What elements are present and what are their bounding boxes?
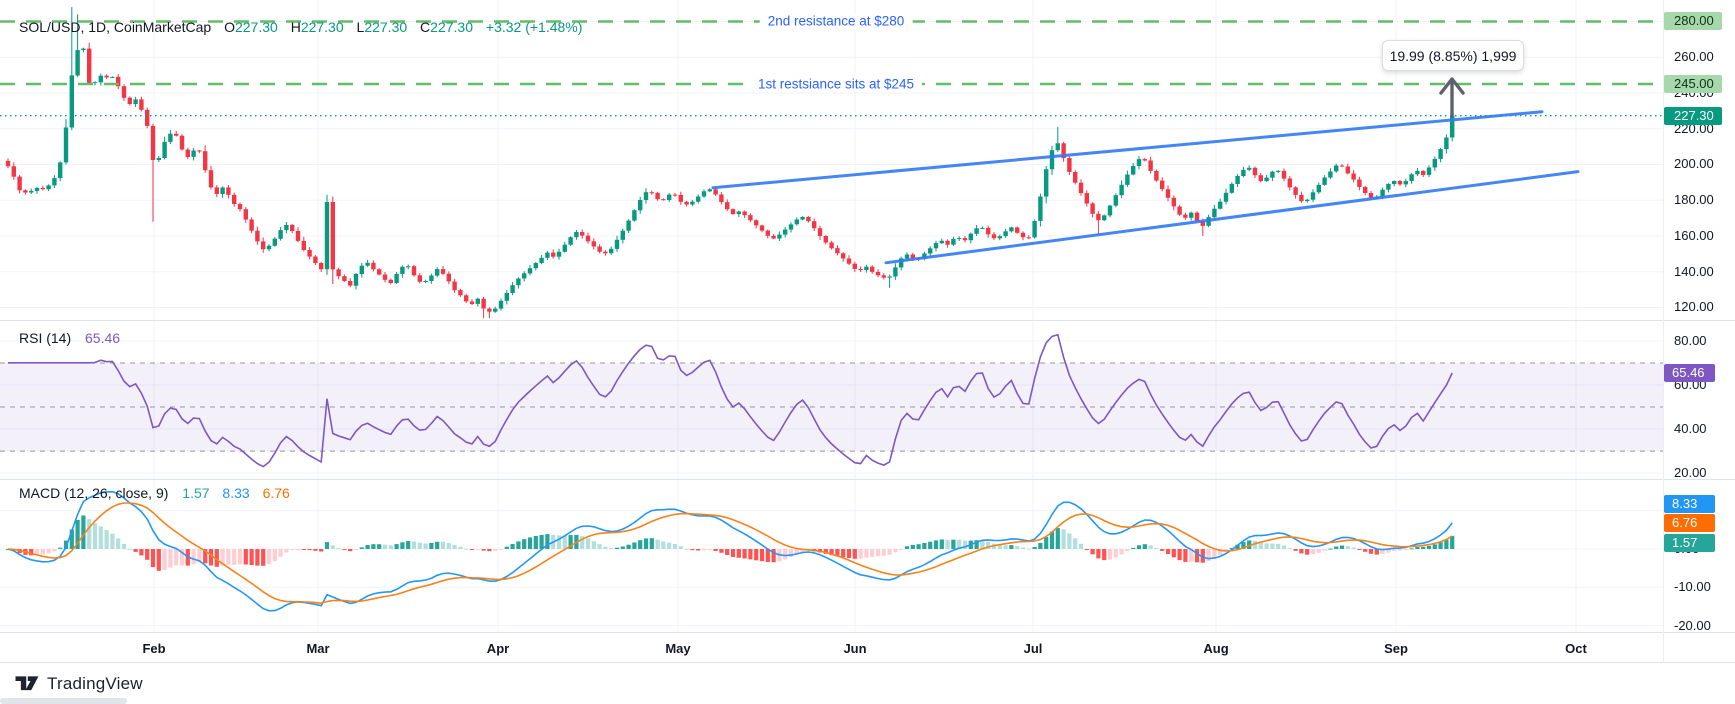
main-series-legend[interactable]: SOL/USD, 1D, CoinMarketCap O227.30 H227.…: [19, 19, 582, 35]
macd-tick-label: -10.00: [1674, 579, 1711, 595]
time-tick-feb: Feb: [142, 641, 166, 656]
time-tick-sep: Sep: [1384, 641, 1408, 656]
open-key: O: [224, 19, 235, 35]
rsi-tick-label: 80.00: [1674, 333, 1707, 349]
resistance-1-label[interactable]: 1st restsiance sits at $245: [749, 76, 923, 92]
price-tick-label: 140.00: [1674, 263, 1714, 279]
rsi-value: 65.46: [85, 330, 121, 346]
last-price-badge: 227.30: [1664, 106, 1722, 125]
price-change-tooltip[interactable]: 19.99 (8.85%) 1,999: [1382, 40, 1524, 71]
price-tick-label: 200.00: [1674, 156, 1714, 172]
change-value: +3.32 (+1.48%): [485, 19, 583, 35]
time-tick-mar: Mar: [306, 641, 330, 656]
macd-label[interactable]: MACD (12, 26, close, 9): [19, 485, 169, 501]
macd-hist-value: 1.57: [182, 485, 210, 501]
rsi-value-badge: 65.46: [1664, 364, 1715, 383]
macd-line-badge: 8.33: [1664, 495, 1715, 514]
price-tick-label: 120.00: [1674, 299, 1714, 315]
price-tick-label: 180.00: [1674, 192, 1714, 208]
resistance-price-badge: 245.00: [1664, 75, 1722, 94]
price-tick-label: 260.00: [1674, 49, 1714, 65]
high-key: H: [290, 19, 301, 35]
rsi-legend[interactable]: RSI (14) 65.46: [19, 330, 120, 346]
time-tick-may: May: [665, 641, 691, 656]
macd-legend[interactable]: MACD (12, 26, close, 9) 1.57 8.33 6.76: [19, 485, 290, 501]
open-value: 227.30: [234, 19, 278, 35]
time-tick-oct: Oct: [1565, 641, 1587, 656]
time-tick-jun: Jun: [843, 641, 867, 656]
macd-signal-badge: 6.76: [1664, 514, 1715, 533]
macd-line-value: 8.33: [222, 485, 250, 501]
rsi-tick-label: 20.00: [1674, 465, 1707, 481]
macd-tick-label: -20.00: [1674, 617, 1711, 633]
high-value: 227.30: [300, 19, 344, 35]
close-key: C: [420, 19, 431, 35]
time-tick-jul: Jul: [1023, 641, 1043, 656]
close-value: 227.30: [430, 19, 473, 35]
tradingview-logo-text: TradingView: [47, 674, 143, 693]
horizontal-scrollbar[interactable]: [0, 698, 127, 704]
macd-signal-value: 6.76: [262, 485, 290, 501]
low-key: L: [356, 19, 365, 35]
tradingview-logo[interactable]: TradingView: [14, 674, 143, 694]
symbol-title[interactable]: SOL/USD, 1D, CoinMarketCap: [19, 19, 212, 35]
tradingview-logo-icon: [15, 676, 39, 691]
time-tick-apr: Apr: [486, 641, 510, 656]
rsi-tick-label: 40.00: [1674, 421, 1707, 437]
time-tick-aug: Aug: [1203, 641, 1229, 656]
resistance-2-label[interactable]: 2nd resistance at $280: [759, 13, 913, 29]
macd-hist-badge: 1.57: [1664, 533, 1715, 552]
rsi-label[interactable]: RSI (14): [19, 330, 72, 346]
low-value: 227.30: [364, 19, 408, 35]
resistance-price-badge: 280.00: [1664, 12, 1722, 31]
price-tick-label: 160.00: [1674, 227, 1714, 243]
